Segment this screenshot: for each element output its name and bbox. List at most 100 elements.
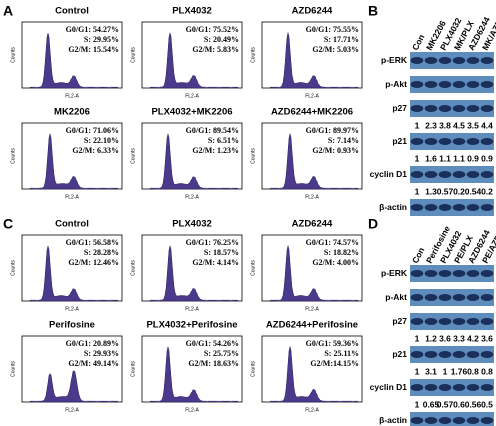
quantification: 1 (415, 120, 420, 130)
blot-band (424, 81, 438, 88)
blot-band (424, 57, 438, 64)
blot-band (410, 351, 424, 358)
x-axis-label: FL2-A (65, 306, 79, 312)
blot-band (480, 294, 494, 301)
quantification: 0.57 (437, 399, 454, 409)
y-axis-label: Counts (130, 47, 136, 63)
blot-band (466, 57, 480, 64)
quantification: 0.56 (465, 399, 482, 409)
blot-band (424, 105, 438, 112)
blot-band (410, 105, 424, 112)
plot-title: Control (55, 219, 89, 230)
plot-title: PLX4032+MK2206 (151, 107, 232, 118)
quantification: 0.57 (437, 186, 454, 196)
cell-cycle-stat: G2/M: 15.54% (68, 45, 119, 54)
quantification: 0.8 (481, 366, 493, 376)
cell-cycle-stat: G2/M: 4.00% (312, 258, 359, 267)
blot-band (480, 171, 494, 178)
blot-band (466, 417, 480, 424)
x-axis-label: FL2-A (185, 306, 199, 312)
quantification: 3.3 (453, 333, 465, 343)
blot-band (410, 417, 424, 424)
cell-cycle-stat: G2/M: 18.63% (188, 359, 239, 368)
blot-band (438, 105, 452, 112)
y-axis-label: Counts (130, 260, 136, 276)
cell-cycle-stat: G0/G1: 59.36% (306, 339, 359, 348)
blot-band (466, 105, 480, 112)
histogram (269, 133, 359, 190)
quantification: 1.6 (425, 153, 437, 163)
histogram (29, 32, 119, 89)
blot-band (410, 294, 424, 301)
panel-label: D (368, 216, 378, 232)
y-axis-label: Counts (10, 148, 16, 164)
blot-band (438, 351, 452, 358)
protein-label: p27 (392, 316, 407, 326)
histogram (269, 346, 359, 403)
plot-title: Perifosine (49, 320, 95, 331)
y-axis-label: Counts (10, 260, 16, 276)
quantification: 1 (415, 153, 420, 163)
blot-strip (410, 379, 494, 396)
cell-cycle-stat: S: 29.95% (84, 35, 119, 44)
blot-band (452, 417, 466, 424)
blot-band (480, 351, 494, 358)
blot-band (480, 81, 494, 88)
plot-title: PLX4032 (172, 219, 212, 230)
quantification: 3.8 (439, 120, 451, 130)
blot-band (480, 318, 494, 325)
blot-band (466, 138, 480, 145)
quantification: 0.2 (481, 186, 493, 196)
protein-label: p27 (392, 103, 407, 113)
blot-strip (410, 346, 494, 363)
blot-band (452, 138, 466, 145)
blot-band (438, 138, 452, 145)
cell-cycle-stat: S: 20.49% (204, 35, 239, 44)
protein-label: p-ERK (381, 268, 408, 278)
blot-band (452, 294, 466, 301)
quantification: 4.2 (467, 333, 479, 343)
cell-cycle-stat: G0/G1: 89.54% (186, 126, 239, 135)
blot-strip (410, 265, 494, 282)
cell-cycle-stat: G0/G1: 20.89% (66, 339, 119, 348)
histogram (149, 346, 239, 403)
x-axis-label: FL2-A (185, 407, 199, 413)
cell-cycle-stat: G0/G1: 75.52% (186, 25, 239, 34)
cell-cycle-stat: G0/G1: 56.58% (66, 238, 119, 247)
y-axis-label: Counts (130, 148, 136, 164)
protein-label: p-Akt (385, 79, 407, 89)
blot-strip (410, 133, 494, 150)
protein-label: β-actin (379, 415, 407, 425)
y-axis-label: Counts (250, 47, 256, 63)
quantification: 0.6 (453, 399, 465, 409)
blot-band (466, 204, 480, 211)
x-axis-label: FL2-A (305, 306, 319, 312)
protein-label: p21 (392, 349, 407, 359)
blot-band (410, 384, 424, 391)
histogram (269, 32, 359, 89)
blot-band (480, 204, 494, 211)
cell-cycle-stat: G2/M: 5.83% (192, 45, 239, 54)
histogram (149, 133, 239, 190)
quantification: 3.1 (425, 366, 437, 376)
quantification: 1.76 (451, 366, 468, 376)
quantification: 3.6 (439, 333, 451, 343)
cell-cycle-stat: S: 22.10% (84, 136, 119, 145)
x-axis-label: FL2-A (65, 93, 79, 99)
plot-title: AZD6244 (292, 219, 333, 230)
blot-strip (410, 289, 494, 306)
protein-label: p-Akt (385, 292, 407, 302)
cell-cycle-stat: G2/M: 4.14% (192, 258, 239, 267)
blot-band (480, 384, 494, 391)
quantification: 2.3 (425, 120, 437, 130)
quantification: 1 (415, 366, 420, 376)
cell-cycle-stat: S: 25.11% (324, 349, 359, 358)
protein-label: cyclin D1 (370, 382, 408, 392)
blot-band (452, 384, 466, 391)
panel-label: A (3, 3, 13, 19)
quantification: 1.1 (453, 153, 465, 163)
plot-title: AZD6244+MK2206 (271, 107, 353, 118)
blot-band (438, 384, 452, 391)
blot-band (424, 204, 438, 211)
cell-cycle-stat: G0/G1: 75.55% (306, 25, 359, 34)
